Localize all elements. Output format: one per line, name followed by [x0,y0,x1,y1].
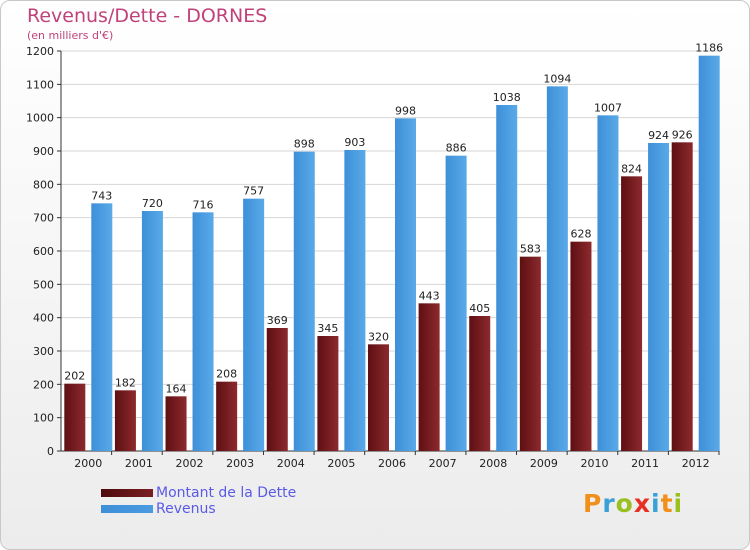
y-tick-label: 1200 [26,45,54,58]
data-label-debt: 208 [216,368,237,381]
legend-swatch-revenue [101,505,153,513]
bar-debt [266,328,288,451]
data-label-revenue: 716 [193,198,214,211]
data-label-debt: 345 [317,322,338,335]
data-label-revenue: 1094 [543,72,571,85]
bar-debt [418,303,440,451]
data-label-debt: 926 [672,128,693,141]
x-tick-label: 2002 [176,457,204,470]
bar-debt [519,256,541,451]
x-tick-label: 2012 [682,457,710,470]
bar-revenue [141,211,163,451]
bar-revenue [192,212,214,451]
data-label-revenue: 743 [91,189,112,202]
y-tick-label: 0 [47,445,54,458]
y-tick-label: 900 [33,145,54,158]
data-label-debt: 202 [64,370,85,383]
data-label-debt: 369 [267,314,288,327]
data-label-revenue: 898 [294,138,315,151]
y-tick-label: 300 [33,345,54,358]
x-tick-label: 2009 [530,457,558,470]
bar-debt [469,316,491,451]
logo-letter: i [673,489,684,518]
data-label-debt: 628 [570,228,591,241]
data-label-revenue: 1038 [493,91,521,104]
data-label-revenue: 1186 [695,42,723,55]
proxiti-logo: Proxiti [583,489,683,518]
y-tick-label: 600 [33,245,54,258]
x-tick-label: 2000 [74,457,102,470]
data-label-revenue: 924 [648,129,669,142]
data-label-revenue: 886 [446,142,467,155]
legend-swatch-debt [101,489,153,497]
logo-letter: x [633,489,651,518]
logo-letter: i [651,489,661,518]
y-tick-label: 700 [33,212,54,225]
legend-label-revenue: Revenus [156,501,216,517]
bar-revenue [597,115,619,451]
data-label-debt: 824 [621,162,642,175]
logo-letter: o [615,489,634,518]
bar-revenue [648,143,670,451]
chart-title: Revenus/Dette - DORNES [27,5,268,27]
data-label-debt: 182 [115,376,136,389]
bar-revenue [496,105,518,451]
bar-revenue [445,155,467,451]
bar-debt [368,344,389,451]
data-label-revenue: 903 [344,136,365,149]
x-tick-label: 2006 [378,457,406,470]
bar-debt [165,396,187,451]
x-tick-label: 2005 [327,457,355,470]
x-tick-label: 2003 [226,457,254,470]
bar-revenue [91,203,113,451]
y-tick-label: 1100 [26,78,54,91]
data-label-debt: 443 [419,289,440,302]
data-label-revenue: 998 [395,104,416,117]
bar-revenue [698,55,720,452]
data-label-debt: 405 [469,302,490,315]
y-tick-label: 1000 [26,112,54,125]
data-label-revenue: 720 [142,197,163,210]
data-label-revenue: 757 [243,185,264,198]
bar-revenue [546,86,568,451]
bar-revenue [293,151,315,451]
bar-revenue [395,118,416,451]
data-label-revenue: 1007 [594,101,622,114]
x-tick-label: 2004 [277,457,305,470]
x-tick-label: 2011 [631,457,659,470]
bar-debt [114,390,136,451]
chart-subtitle: (en milliers d'€) [27,29,114,42]
x-tick-label: 2008 [479,457,507,470]
logo-letter: P [583,489,603,518]
bar-debt [671,142,693,452]
x-tick-label: 2001 [125,457,153,470]
y-tick-label: 800 [33,178,54,191]
bar-debt [621,176,643,452]
bar-revenue [243,198,265,451]
data-label-debt: 164 [166,382,187,395]
data-label-debt: 320 [368,330,389,343]
bar-debt [64,383,86,451]
logo-letter: t [660,489,674,518]
logo-letter: r [602,489,616,518]
y-tick-label: 200 [33,378,54,391]
bar-debt [317,336,339,451]
y-tick-label: 500 [33,278,54,291]
legend-label-debt: Montant de la Dette [156,485,297,501]
x-tick-label: 2007 [429,457,457,470]
bar-revenue [344,150,366,451]
bar-debt [570,241,592,451]
data-label-debt: 583 [520,243,541,256]
bar-debt [216,381,238,451]
y-tick-label: 400 [33,312,54,325]
x-tick-label: 2010 [580,457,608,470]
y-tick-label: 100 [33,412,54,425]
